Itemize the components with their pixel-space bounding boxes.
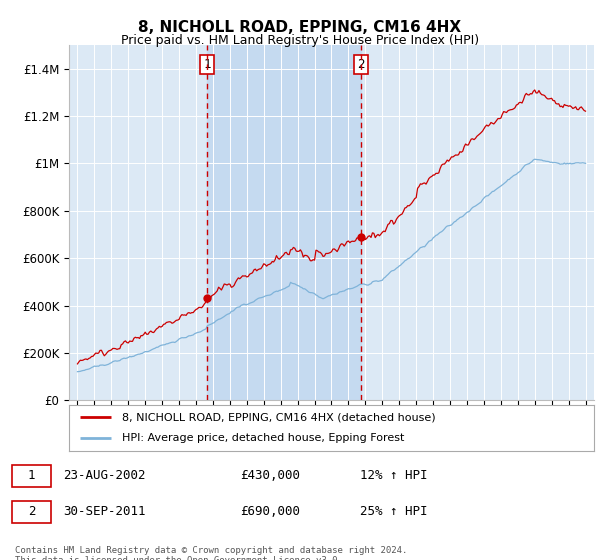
Text: 8, NICHOLL ROAD, EPPING, CM16 4HX (detached house): 8, NICHOLL ROAD, EPPING, CM16 4HX (detac… xyxy=(121,412,435,422)
Text: 25% ↑ HPI: 25% ↑ HPI xyxy=(360,505,427,517)
Bar xyxy=(207,45,361,400)
Text: £430,000: £430,000 xyxy=(240,469,300,482)
Text: 12% ↑ HPI: 12% ↑ HPI xyxy=(360,469,427,482)
Text: 2: 2 xyxy=(28,505,35,517)
Text: 23-AUG-2002: 23-AUG-2002 xyxy=(63,469,146,482)
Text: 30-SEP-2011: 30-SEP-2011 xyxy=(63,505,146,517)
Text: Contains HM Land Registry data © Crown copyright and database right 2024.
This d: Contains HM Land Registry data © Crown c… xyxy=(15,546,407,560)
Text: 1: 1 xyxy=(28,469,35,482)
Text: 2: 2 xyxy=(358,58,365,71)
Text: 1: 1 xyxy=(203,58,211,71)
FancyBboxPatch shape xyxy=(12,501,51,523)
Text: £690,000: £690,000 xyxy=(240,505,300,517)
Text: HPI: Average price, detached house, Epping Forest: HPI: Average price, detached house, Eppi… xyxy=(121,433,404,444)
FancyBboxPatch shape xyxy=(12,465,51,487)
Text: Price paid vs. HM Land Registry's House Price Index (HPI): Price paid vs. HM Land Registry's House … xyxy=(121,34,479,46)
Text: 8, NICHOLL ROAD, EPPING, CM16 4HX: 8, NICHOLL ROAD, EPPING, CM16 4HX xyxy=(139,20,461,35)
